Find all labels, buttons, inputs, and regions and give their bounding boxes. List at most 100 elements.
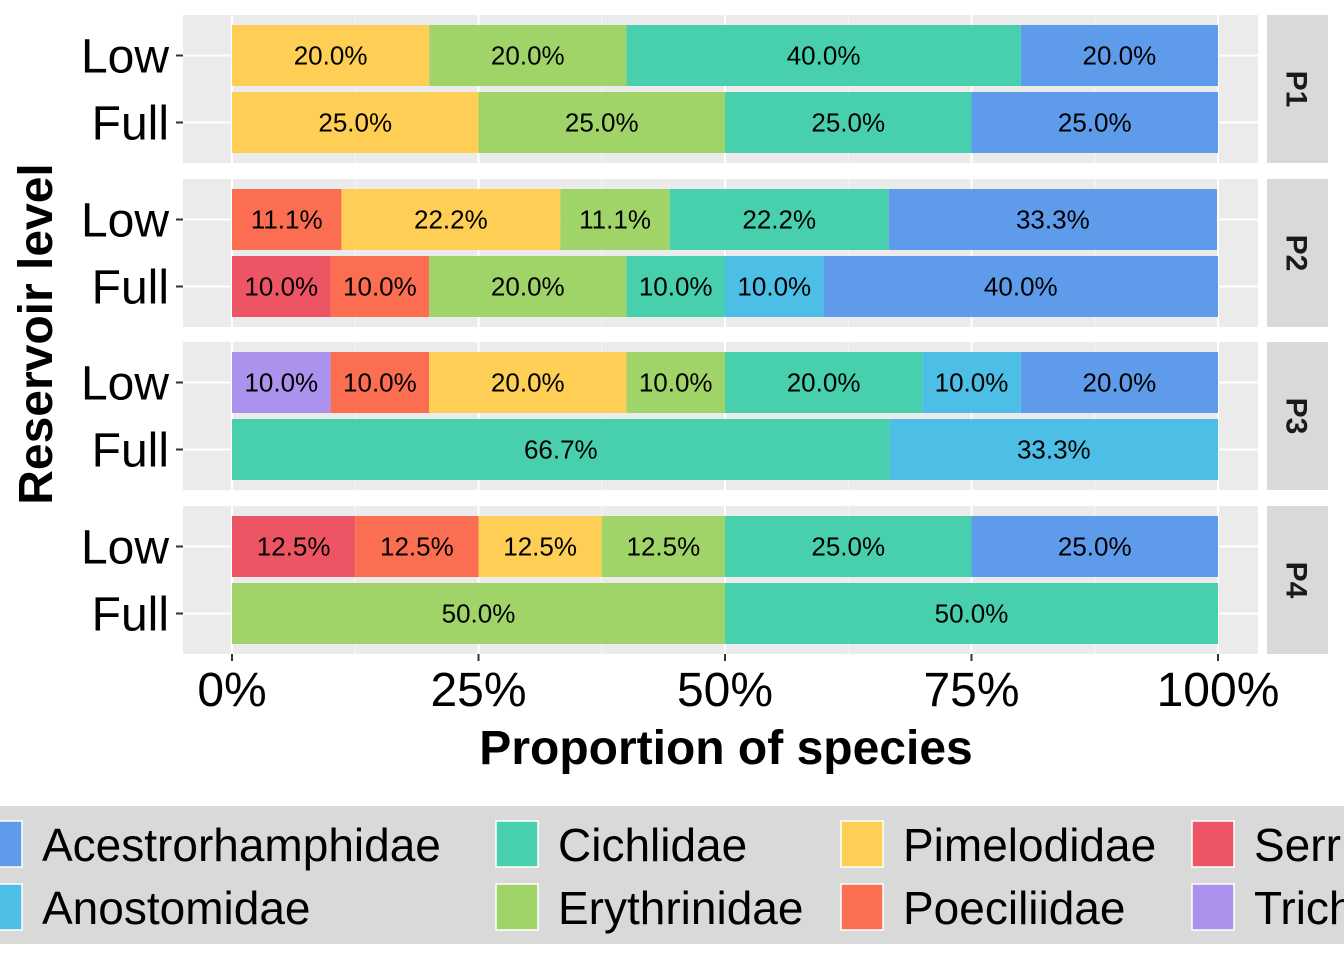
bar-data-label: 40.0% bbox=[984, 272, 1058, 302]
x-tick-label: 100% bbox=[1157, 664, 1280, 717]
legend-key bbox=[840, 883, 884, 931]
bar-data-label: 25.0% bbox=[811, 108, 885, 138]
legend-item-acestrorhamphidae: Acestrorhamphidae bbox=[0, 819, 441, 871]
bar-data-label: 25.0% bbox=[318, 108, 392, 138]
facet-panel-p1: 20.0% 20.0% 40.0% 20.0% Low 25.0% 25.0% 25.0% 25… bbox=[81, 15, 1328, 163]
legend-key bbox=[1191, 883, 1235, 931]
y-tick-label: Low bbox=[81, 522, 169, 575]
legend-item-poeciliidae: Poeciliidae bbox=[840, 882, 1125, 934]
bar-data-label: 40.0% bbox=[787, 41, 861, 71]
bar-segment-cichlidae bbox=[669, 189, 889, 250]
bar-segment-erythrinidae bbox=[626, 352, 725, 413]
facet-strip-label: P4 bbox=[1280, 562, 1313, 599]
legend-background bbox=[0, 806, 1344, 944]
bar-segment-acestrorhamphidae bbox=[823, 256, 1218, 317]
legend-label: Anostomidae bbox=[42, 882, 311, 934]
facet-strip bbox=[1267, 15, 1328, 163]
bar-data-label: 25.0% bbox=[811, 532, 885, 562]
x-tick-label: 75% bbox=[923, 664, 1019, 717]
bar-data-label: 10.0% bbox=[639, 368, 713, 398]
bar-segment-pimelodidae bbox=[478, 516, 602, 577]
bar-data-label: 20.0% bbox=[491, 368, 565, 398]
bar-segment-pimelodidae bbox=[341, 189, 561, 250]
legend-key bbox=[0, 883, 23, 931]
bar-segment-poeciliidae bbox=[330, 352, 430, 413]
bar-segment-acestrorhamphidae bbox=[1020, 352, 1218, 413]
bar-data-label: 20.0% bbox=[491, 272, 565, 302]
bar-segment-pimelodidae bbox=[232, 92, 479, 153]
bar-data-label: 10.0% bbox=[244, 272, 318, 302]
legend-label: Erythrinidae bbox=[558, 882, 803, 934]
x-axis: 0% 25% 50% 75% 100% bbox=[197, 654, 1279, 717]
legend: Acestrorhamphidae Anostomidae Cichlidae Ery… bbox=[0, 806, 1344, 944]
bar-data-label: 10.0% bbox=[343, 368, 417, 398]
bar-segment-serr bbox=[232, 516, 356, 577]
facet-strip-label: P1 bbox=[1280, 71, 1313, 108]
bar-data-label: 25.0% bbox=[1058, 532, 1132, 562]
facet-strip bbox=[1267, 179, 1328, 327]
facet-panels: 20.0% 20.0% 40.0% 20.0% Low 25.0% 25.0% 25.0% 25… bbox=[81, 15, 1328, 654]
bar-data-label: 10.0% bbox=[737, 272, 811, 302]
y-tick-label: Full bbox=[92, 262, 169, 315]
legend-item-anostomidae: Anostomidae bbox=[0, 882, 311, 934]
facet-panel-p4: 12.5% 12.5% 12.5% 12.5% 25.0% 25.0% Low 50.0% 50… bbox=[81, 506, 1328, 654]
legend-key bbox=[495, 883, 539, 931]
bar-segment-cichlidae bbox=[626, 256, 725, 317]
bar-segment-erythrinidae bbox=[478, 92, 725, 153]
x-tick-label: 50% bbox=[677, 664, 773, 717]
y-tick-label: Low bbox=[81, 195, 169, 248]
bar-data-label: 25.0% bbox=[565, 108, 639, 138]
bar-data-label: 10.0% bbox=[343, 272, 417, 302]
bar-segment-poeciliidae bbox=[330, 256, 430, 317]
bar-segment-serr bbox=[232, 256, 331, 317]
y-tick-label: Low bbox=[81, 358, 169, 411]
y-tick-label: Full bbox=[92, 98, 169, 151]
bar-data-label: 10.0% bbox=[244, 368, 318, 398]
legend-key bbox=[1191, 820, 1235, 868]
bar-segment-erythrinidae bbox=[560, 189, 670, 250]
bar-data-label: 33.3% bbox=[1017, 435, 1091, 465]
legend-label: Acestrorhamphidae bbox=[42, 819, 441, 871]
bar-data-label: 10.0% bbox=[935, 368, 1009, 398]
bar-data-label: 22.2% bbox=[414, 205, 488, 235]
bar-data-label: 20.0% bbox=[491, 41, 565, 71]
bar-segment-cichlidae bbox=[725, 92, 972, 153]
bar-data-label: 33.3% bbox=[1016, 205, 1090, 235]
bar-data-label: 22.2% bbox=[742, 205, 816, 235]
legend-item-serr: Serr bbox=[1191, 819, 1341, 871]
facet-strip-label: P2 bbox=[1280, 235, 1313, 272]
bar-segment-pimelodidae bbox=[429, 352, 627, 413]
legend-item-erythrinidae: Erythrinidae bbox=[495, 882, 803, 934]
bar-segment-trich bbox=[232, 352, 331, 413]
y-tick-label: Full bbox=[92, 589, 169, 642]
bar-segment-cichlidae bbox=[725, 352, 923, 413]
bar-data-label: 12.5% bbox=[257, 532, 331, 562]
bar-data-label: 20.0% bbox=[787, 368, 861, 398]
bar-data-label: 20.0% bbox=[1083, 41, 1157, 71]
bar-segment-erythrinidae bbox=[429, 25, 627, 86]
legend-item-pimelodidae: Pimelodidae bbox=[840, 819, 1156, 871]
bar-data-label: 12.5% bbox=[503, 532, 577, 562]
bar-segment-erythrinidae bbox=[429, 256, 627, 317]
y-tick-label: Full bbox=[92, 425, 169, 478]
bar-segment-cichlidae bbox=[232, 419, 890, 480]
bar-segment-anostomidae bbox=[889, 419, 1218, 480]
bar-segment-acestrorhamphidae bbox=[888, 189, 1218, 250]
y-tick-label: Low bbox=[81, 31, 169, 84]
legend-label: Trich bbox=[1254, 882, 1344, 934]
legend-key bbox=[495, 820, 539, 868]
bar-data-label: 20.0% bbox=[1083, 368, 1157, 398]
facet-strip bbox=[1267, 506, 1328, 654]
bar-data-label: 50.0% bbox=[935, 599, 1009, 629]
facet-strip-label: P3 bbox=[1280, 398, 1313, 435]
bar-segment-cichlidae bbox=[725, 516, 972, 577]
bar-data-label: 25.0% bbox=[1058, 108, 1132, 138]
bar-segment-acestrorhamphidae bbox=[971, 516, 1218, 577]
legend-label: Poeciliidae bbox=[903, 882, 1125, 934]
bar-segment-cichlidae bbox=[725, 583, 1218, 644]
facet-panel-p3: 10.0% 10.0% 20.0% 10.0% 20.0% 10.0% 20.0% Low 66… bbox=[81, 342, 1328, 490]
facet-panel-p2: 11.1% 22.2% 11.1% 22.2% 33.3% Low 10.0% 10.0% 20… bbox=[81, 179, 1328, 327]
bar-data-label: 66.7% bbox=[524, 435, 598, 465]
bar-data-label: 50.0% bbox=[442, 599, 516, 629]
y-axis-title: Reservoir level bbox=[10, 163, 63, 505]
